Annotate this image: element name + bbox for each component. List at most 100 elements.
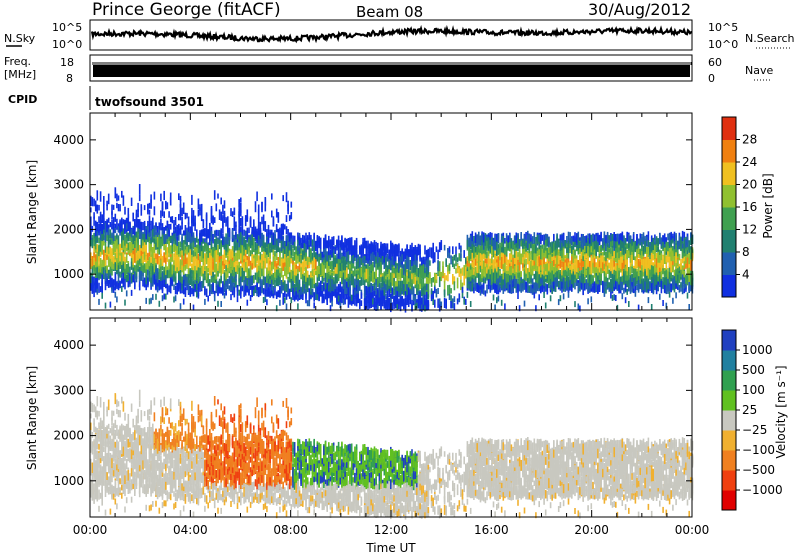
power-cell — [186, 280, 188, 291]
power-cell — [116, 218, 118, 230]
power-cell — [218, 278, 221, 287]
power-cell — [305, 289, 307, 296]
power-cell — [261, 280, 263, 291]
power-cell — [163, 276, 165, 284]
power-cell — [440, 301, 443, 308]
power-cell — [407, 253, 410, 264]
power-cell — [155, 280, 157, 289]
power-cell — [481, 255, 483, 265]
power-cell — [213, 239, 216, 248]
power-cell — [122, 195, 125, 206]
power-cell — [375, 241, 377, 252]
power-cell — [181, 255, 183, 265]
power-cell — [352, 275, 355, 287]
power-cell — [445, 298, 447, 309]
power-cell — [347, 292, 350, 300]
power-cell — [302, 293, 304, 300]
power-cell — [140, 250, 143, 261]
power-cell — [434, 252, 436, 263]
power-cell — [479, 279, 482, 289]
power-cell — [166, 285, 169, 292]
power-cell — [269, 270, 271, 277]
power-cell — [409, 249, 412, 257]
power-cell — [328, 250, 330, 260]
power-cell — [225, 219, 227, 227]
power-cell — [287, 205, 289, 215]
power-cell — [292, 260, 294, 266]
power-cell — [112, 204, 115, 210]
power-cell — [437, 249, 439, 260]
power-cell — [331, 273, 333, 284]
power-cell — [271, 234, 273, 243]
power-cell — [163, 270, 165, 280]
power-cell — [251, 252, 253, 260]
power-cell — [331, 236, 333, 246]
power-cell — [240, 202, 242, 213]
power-cell — [169, 262, 172, 270]
power-cell — [107, 279, 110, 288]
power-cell — [174, 276, 177, 285]
power-cell — [163, 233, 165, 245]
power-cell — [171, 216, 174, 224]
power-cell — [194, 265, 196, 274]
power-cell — [125, 241, 128, 248]
power-cell — [489, 258, 492, 267]
power-cell — [233, 268, 236, 277]
power-cell — [202, 273, 205, 279]
power-cell — [492, 294, 495, 301]
power-cell — [365, 269, 368, 280]
power-cell — [94, 275, 97, 284]
power-cell — [124, 219, 126, 228]
power-cell — [196, 273, 198, 282]
power-cell — [233, 287, 236, 298]
power-cell — [231, 211, 234, 217]
power-cell — [266, 238, 268, 245]
power-cell — [399, 281, 402, 290]
power-cell — [336, 277, 338, 284]
power-cell — [156, 236, 159, 248]
freq-left-label-2: [MHz] — [4, 68, 36, 81]
power-cell — [184, 275, 187, 287]
power-cell — [302, 281, 304, 292]
power-cell — [182, 298, 185, 305]
power-cell — [160, 266, 162, 278]
power-cell — [106, 265, 108, 274]
power-cell — [240, 237, 242, 246]
power-cell — [267, 224, 270, 234]
power-cell — [256, 283, 258, 290]
power-cell — [288, 235, 291, 242]
power-cell — [161, 255, 164, 264]
power-cell — [424, 272, 426, 279]
power-cell — [279, 229, 281, 239]
power-cell — [419, 291, 421, 298]
power-cell — [142, 222, 144, 231]
power-cell — [182, 259, 185, 267]
power-cell — [478, 273, 480, 284]
power-cell — [337, 295, 340, 302]
power-cell — [259, 270, 262, 277]
power-cell — [240, 232, 242, 239]
freq-trace — [92, 62, 692, 65]
power-cell — [204, 238, 206, 245]
power-cell — [99, 191, 102, 202]
power-cell — [285, 226, 288, 235]
power-cell — [310, 291, 312, 299]
power-cell — [186, 229, 188, 239]
power-cell — [316, 294, 319, 301]
power-cell — [140, 204, 143, 211]
power-cell — [254, 255, 257, 267]
power-cell — [111, 268, 113, 276]
power-cell — [215, 250, 218, 259]
power-cell — [367, 295, 369, 304]
power-cell — [368, 243, 371, 255]
power-cell — [487, 250, 490, 259]
power-cell — [311, 269, 314, 277]
power-cell — [93, 198, 95, 207]
power-cell — [416, 284, 418, 295]
power-cell — [179, 251, 182, 258]
power-cell — [171, 245, 174, 254]
power-cell — [295, 291, 297, 298]
power-cell — [93, 282, 95, 292]
power-cell — [372, 298, 374, 305]
power-cell — [257, 225, 260, 236]
